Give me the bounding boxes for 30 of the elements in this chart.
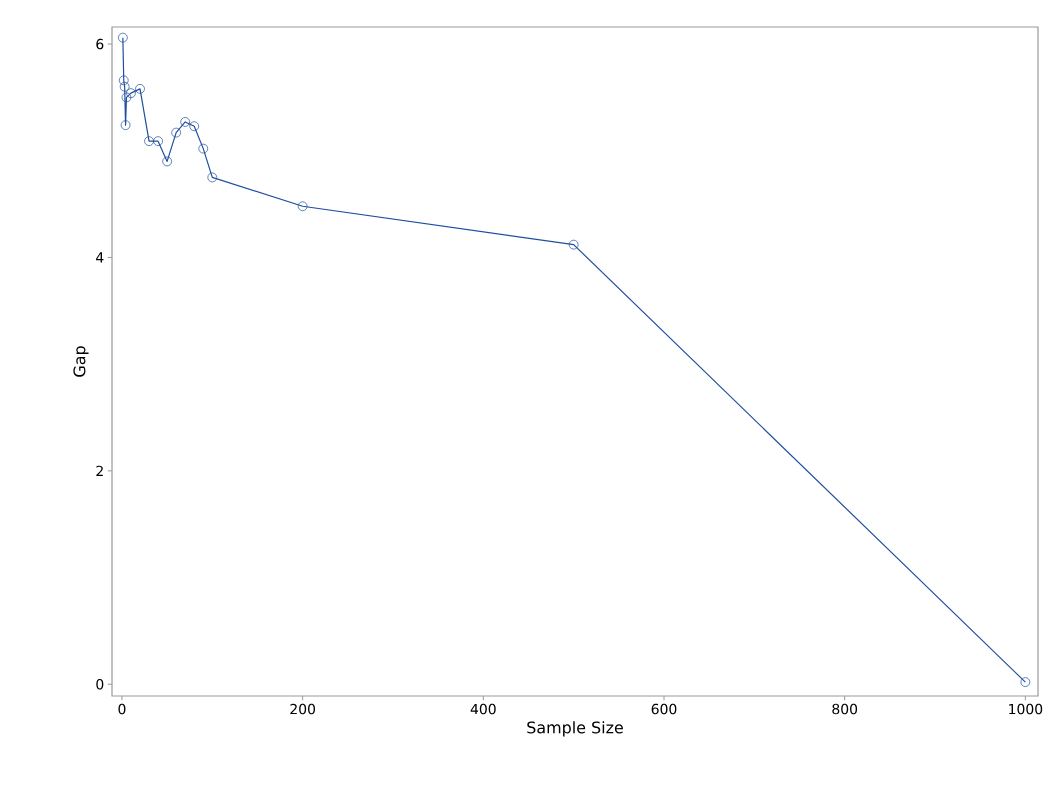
y-axis-title: Gap <box>73 346 89 377</box>
point <box>162 156 172 167</box>
point <box>153 136 163 146</box>
x-tick-label: 0 <box>118 703 126 715</box>
y-tick-label: 2 <box>96 465 103 477</box>
point <box>189 121 200 132</box>
x-tick-label: 600 <box>651 703 677 715</box>
point <box>121 92 132 103</box>
point <box>171 127 181 138</box>
point <box>297 201 308 212</box>
point <box>180 117 191 127</box>
x-tick-label: 200 <box>290 703 316 715</box>
point <box>1020 677 1031 687</box>
x-tick-label: 400 <box>470 703 496 715</box>
point <box>144 136 154 146</box>
point <box>118 32 128 43</box>
point <box>126 88 136 98</box>
point <box>198 143 209 154</box>
y-tick-label: 6 <box>96 38 104 50</box>
point <box>568 239 579 250</box>
point <box>207 172 218 183</box>
x-tick-label: 1000 <box>1009 703 1043 715</box>
point <box>119 81 130 92</box>
point <box>120 120 131 130</box>
point <box>135 84 145 94</box>
y-tick-label: 4 <box>96 252 104 263</box>
x-tick-label: 800 <box>832 703 858 715</box>
y-tick-label: 0 <box>96 678 104 690</box>
point <box>118 75 129 86</box>
x-axis-title: Sample Size <box>527 721 623 737</box>
